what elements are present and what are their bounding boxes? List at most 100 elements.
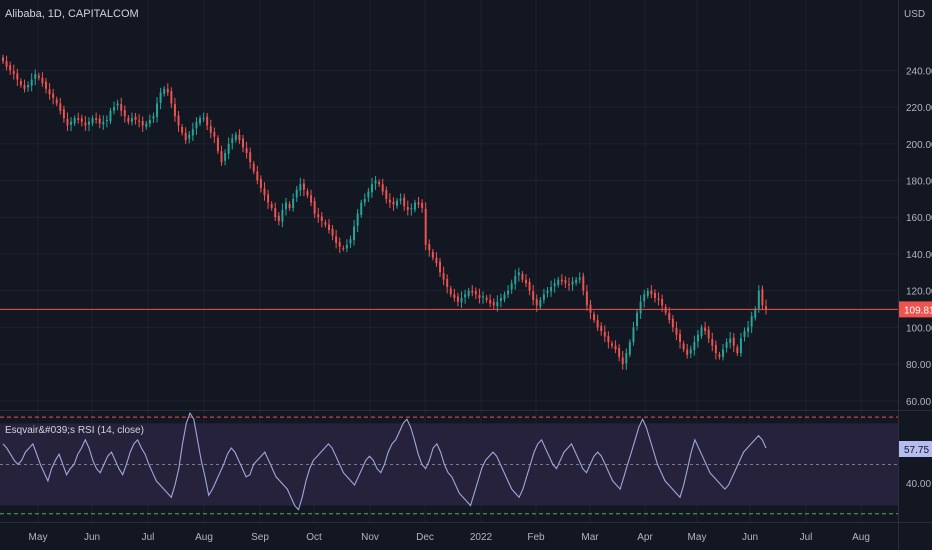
- candle-body: [650, 290, 653, 295]
- time-axis-label: Aug: [195, 532, 213, 543]
- candle-body: [177, 115, 180, 126]
- candle-body: [736, 347, 739, 354]
- candle-body: [199, 118, 202, 124]
- candle-body: [59, 103, 62, 111]
- candle-body: [206, 116, 209, 126]
- candle-body: [353, 226, 356, 241]
- candle-body: [607, 335, 610, 343]
- rsi-value-badge: 57.75: [899, 441, 932, 457]
- price-axis-label: 120.00: [906, 287, 932, 298]
- candle-body: [453, 294, 456, 299]
- candle-body: [310, 195, 313, 203]
- candle-body: [392, 201, 395, 205]
- candle-body: [19, 81, 22, 86]
- candle-body: [403, 197, 406, 207]
- candle-body: [5, 61, 8, 67]
- time-axis-label: Jun: [742, 532, 758, 543]
- candle-body: [270, 204, 273, 209]
- candle-body: [421, 202, 424, 209]
- candle-body: [267, 194, 270, 203]
- candle-body: [370, 184, 373, 193]
- candle-body: [632, 327, 635, 343]
- candle-body: [109, 110, 112, 122]
- candle-body: [141, 121, 144, 126]
- candle-body: [342, 248, 345, 250]
- time-axis-label: Dec: [416, 532, 434, 543]
- candle-body: [30, 79, 33, 86]
- time-axis-label: Jul: [142, 532, 155, 543]
- time-axis-label: Sep: [251, 532, 269, 543]
- price-axis-label: 180.00: [906, 177, 932, 188]
- candle-body: [704, 327, 707, 332]
- candle-body: [689, 349, 692, 354]
- candle-body: [732, 337, 735, 346]
- axis-labels-layer: May Jun Jul Aug Sep Oct Nov Dec 2022 Feb Mar Apr May…: [29, 66, 932, 543]
- candle-body: [224, 152, 227, 161]
- price-axis-label: 100.00: [906, 323, 932, 334]
- candle-body: [170, 90, 173, 104]
- candle-body: [489, 299, 492, 304]
- candle-body: [560, 279, 563, 282]
- candle-body: [95, 118, 98, 120]
- candle-body: [564, 280, 567, 284]
- candle-body: [37, 75, 40, 78]
- rsi-series-line: [2, 411, 767, 511]
- candle-body: [263, 188, 266, 196]
- candle-body: [646, 290, 649, 296]
- candle-body: [138, 120, 141, 122]
- candle-body: [73, 118, 76, 124]
- price-axis-label: 60.00: [906, 397, 931, 408]
- candle-body: [313, 201, 316, 214]
- candle-body: [485, 297, 488, 300]
- candle-body: [428, 244, 431, 251]
- candle-body: [610, 343, 613, 346]
- candle-body: [439, 261, 442, 273]
- candle-body: [385, 190, 388, 199]
- candle-body: [209, 126, 212, 133]
- candle-body: [507, 290, 510, 295]
- price-axis-label: 240.00: [906, 66, 932, 77]
- candle-body: [45, 81, 47, 89]
- candle-body: [249, 152, 252, 163]
- rsi-line-layer[interactable]: [2, 411, 767, 511]
- price-axis-label: 200.00: [906, 140, 932, 151]
- time-axis-label: Feb: [527, 532, 545, 543]
- candle-body: [532, 291, 535, 300]
- candle-body: [396, 200, 399, 206]
- candle-body: [725, 342, 728, 348]
- candle-body: [693, 342, 696, 351]
- price-axis-label: 220.00: [906, 103, 932, 114]
- candle-body: [639, 301, 642, 314]
- candle-body: [156, 103, 159, 118]
- candle-body: [16, 73, 19, 80]
- time-axis-label: Oct: [306, 532, 322, 543]
- rsi-value-badge-text: 57.75: [904, 445, 929, 456]
- candle-body: [256, 171, 259, 181]
- candle-body: [145, 123, 148, 127]
- candle-body: [546, 290, 549, 293]
- candle-body: [628, 342, 631, 355]
- price-axis-label: 160.00: [906, 213, 932, 224]
- candle-body: [127, 117, 130, 122]
- candle-body: [553, 283, 556, 287]
- candle-body: [757, 290, 760, 310]
- candle-body: [295, 189, 298, 198]
- candle-body: [614, 345, 617, 350]
- candle-body: [496, 301, 499, 307]
- candle-body: [227, 143, 230, 154]
- candle-body: [474, 291, 477, 295]
- candle-body: [292, 198, 295, 209]
- price-axis-label: 80.00: [906, 360, 931, 371]
- candle-body: [116, 103, 119, 106]
- candle-body: [653, 292, 656, 299]
- candle-body: [306, 191, 309, 196]
- candle-body: [105, 119, 108, 122]
- candles-layer[interactable]: [2, 54, 767, 370]
- candle-body: [657, 298, 660, 300]
- candle-body: [399, 198, 402, 201]
- candle-body: [216, 137, 219, 152]
- candle-body: [317, 214, 320, 218]
- candle-body: [34, 74, 37, 79]
- candle-body: [12, 71, 15, 75]
